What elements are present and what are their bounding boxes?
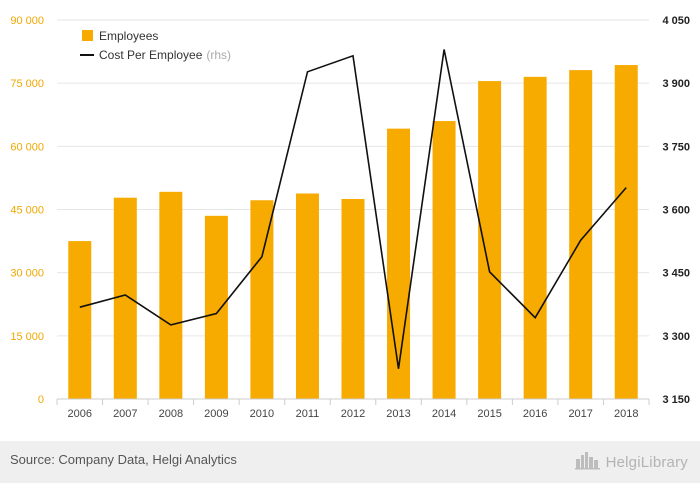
left-tick-label: 15 000: [10, 331, 44, 343]
x-tick-label: 2017: [568, 408, 592, 420]
right-tick-label: 3 150: [662, 394, 690, 406]
x-tick-label: 2015: [477, 408, 501, 420]
legend: Employees Cost Per Employee (rhs): [80, 29, 231, 62]
employees-bar: [387, 128, 411, 399]
left-tick-label: 30 000: [10, 268, 44, 280]
employees-bar: [478, 81, 502, 400]
cost-per-employee-line: [79, 49, 627, 369]
employees-bar: [295, 193, 319, 399]
footer-bar: Source: Company Data, Helgi Analytics He…: [0, 441, 700, 483]
x-tick-label: 2012: [341, 408, 365, 420]
right-tick-label: 3 450: [662, 268, 690, 280]
left-tick-label: 90 000: [10, 15, 44, 27]
employees-bar: [68, 241, 92, 399]
right-tick-label: 3 750: [662, 141, 690, 153]
right-tick-label: 3 600: [662, 205, 690, 217]
source-note: Source: Company Data, Helgi Analytics: [10, 452, 237, 467]
employees-bars: [68, 65, 638, 400]
x-tick-label: 2010: [250, 408, 274, 420]
left-tick-label: 0: [38, 394, 44, 406]
right-tick-label: 3 300: [662, 331, 690, 343]
left-y-axis: 0 15 000 30 000 45 000 60 000 75 000 90 000: [10, 15, 44, 406]
x-tick-label: 2009: [204, 408, 228, 420]
left-tick-label: 60 000: [10, 141, 44, 153]
employees-bar: [569, 70, 593, 400]
right-tick-label: 3 900: [662, 78, 690, 90]
legend-cost-suffix: (rhs): [206, 48, 231, 62]
x-tick-label: 2007: [113, 408, 137, 420]
x-axis: 2006 2007 2008 2009 2010 2011 2012 2013 2014 2015…: [56, 398, 650, 420]
employees-bar: [614, 65, 638, 399]
x-tick-label: 2013: [386, 408, 410, 420]
employees-bar: [113, 197, 137, 399]
employees-bar: [204, 215, 228, 399]
city-skyline-icon: [574, 450, 601, 474]
x-tick-label: 2011: [296, 408, 320, 420]
x-tick-label: 2006: [68, 408, 92, 420]
x-tick-label: 2016: [523, 408, 547, 420]
employees-bar: [341, 198, 365, 399]
x-tick-label: 2014: [432, 408, 456, 420]
brand: HelgiLibrary: [574, 450, 688, 474]
employees-bar: [250, 200, 274, 399]
employees-bar: [432, 121, 456, 400]
legend-cost-name: Cost Per Employee: [99, 48, 203, 62]
brand-name: HelgiLibrary: [605, 453, 688, 471]
legend-employees-label: Employees: [99, 29, 158, 43]
employees-bar: [159, 191, 183, 399]
combo-chart: 2006 2007 2008 2009 2010 2011 2012 2013 2014 2015…: [10, 15, 690, 420]
x-tick-label: 2008: [159, 408, 183, 420]
left-tick-label: 75 000: [10, 78, 44, 90]
right-y-axis: 3 150 3 300 3 450 3 600 3 750 3 900 4 050: [662, 15, 690, 406]
legend-cost-label: Cost Per Employee (rhs): [99, 48, 231, 62]
employees-bar: [523, 76, 547, 399]
right-tick-label: 4 050: [662, 15, 690, 27]
left-tick-label: 45 000: [10, 205, 44, 217]
legend-employees-swatch: [82, 30, 93, 41]
x-tick-label: 2018: [614, 408, 638, 420]
